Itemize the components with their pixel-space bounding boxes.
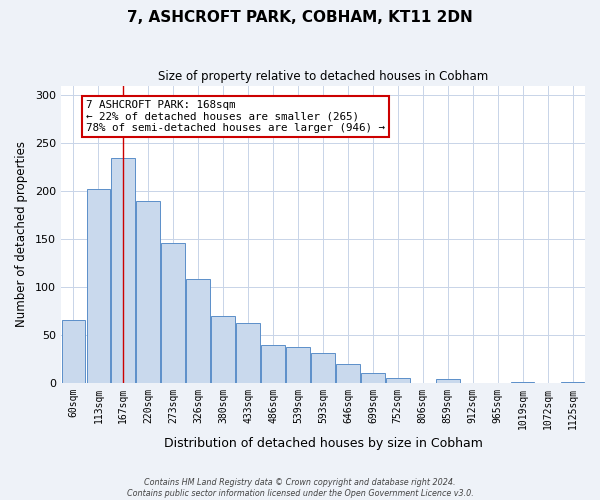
Bar (261, 346, 285, 383)
Bar (161, 242, 185, 382)
Bar (236, 324, 260, 382)
Bar (436, 379, 460, 382)
Bar (62, 320, 85, 382)
Bar (187, 279, 210, 382)
Bar (336, 364, 360, 382)
Title: Size of property relative to detached houses in Cobham: Size of property relative to detached ho… (158, 70, 488, 83)
Bar (361, 373, 385, 382)
Y-axis label: Number of detached properties: Number of detached properties (15, 141, 28, 327)
Text: 7, ASHCROFT PARK, COBHAM, KT11 2DN: 7, ASHCROFT PARK, COBHAM, KT11 2DN (127, 10, 473, 25)
Bar (286, 347, 310, 382)
X-axis label: Distribution of detached houses by size in Cobham: Distribution of detached houses by size … (164, 437, 482, 450)
Text: Contains HM Land Registry data © Crown copyright and database right 2024.
Contai: Contains HM Land Registry data © Crown c… (127, 478, 473, 498)
Text: 7 ASHCROFT PARK: 168sqm
← 22% of detached houses are smaller (265)
78% of semi-d: 7 ASHCROFT PARK: 168sqm ← 22% of detache… (86, 100, 385, 133)
Bar (311, 353, 335, 382)
Bar (211, 316, 235, 382)
Bar (112, 158, 135, 382)
Bar (86, 189, 110, 382)
Bar (386, 378, 410, 382)
Bar (136, 200, 160, 382)
